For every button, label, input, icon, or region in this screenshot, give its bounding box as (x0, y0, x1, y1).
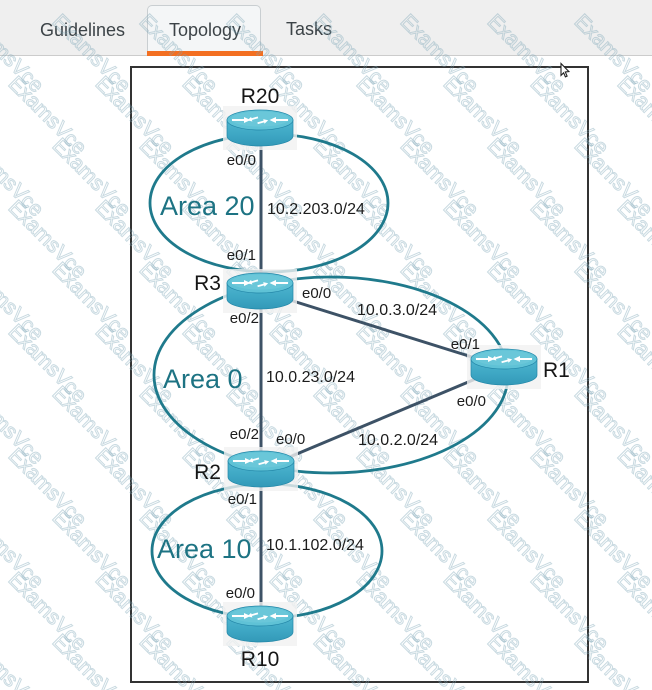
svg-text:e0/1: e0/1 (451, 336, 480, 353)
svg-text:e0/0: e0/0 (226, 585, 255, 602)
svg-text:10.2.203.0/24: 10.2.203.0/24 (267, 201, 365, 218)
svg-text:e0/0: e0/0 (457, 393, 486, 410)
svg-text:10.0.3.0/24: 10.0.3.0/24 (357, 302, 437, 319)
svg-text:e0/2: e0/2 (230, 426, 259, 443)
svg-text:R2: R2 (194, 461, 221, 484)
svg-text:e0/2: e0/2 (230, 310, 259, 327)
svg-text:e0/0: e0/0 (227, 152, 256, 169)
svg-text:R10: R10 (241, 648, 280, 671)
svg-text:R3: R3 (194, 272, 221, 295)
svg-text:R1: R1 (543, 359, 570, 382)
svg-text:e0/0: e0/0 (302, 285, 331, 302)
svg-text:Area 20: Area 20 (160, 191, 255, 221)
svg-text:Area 0: Area 0 (163, 364, 243, 394)
svg-text:e0/0: e0/0 (276, 431, 305, 448)
svg-text:10.0.23.0/24: 10.0.23.0/24 (266, 369, 355, 386)
svg-text:e0/1: e0/1 (228, 491, 257, 508)
svg-text:R20: R20 (241, 85, 280, 108)
svg-text:Area 10: Area 10 (157, 534, 252, 564)
svg-text:10.1.102.0/24: 10.1.102.0/24 (266, 537, 364, 554)
svg-text:10.0.2.0/24: 10.0.2.0/24 (358, 432, 438, 449)
svg-text:e0/1: e0/1 (227, 247, 256, 264)
